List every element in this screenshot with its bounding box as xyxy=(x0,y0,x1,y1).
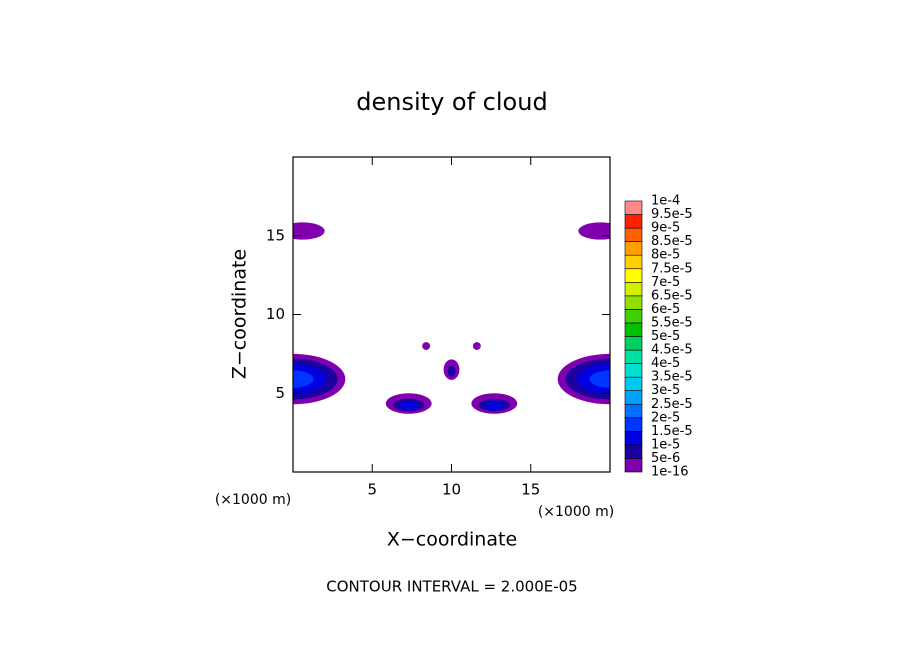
colorbar-label: 1e-16 xyxy=(651,465,689,480)
colorbar-label: 5e-5 xyxy=(651,329,680,344)
colorbar-label: 3.5e-5 xyxy=(651,370,693,385)
contour-fill xyxy=(293,222,610,414)
colorbar-swatch xyxy=(624,376,643,391)
y-tick-label: 15 xyxy=(266,226,285,244)
annotation: CONTOUR INTERVAL = 2.000E-05 xyxy=(326,578,577,596)
colorbar-label: 9.5e-5 xyxy=(651,207,693,222)
x-axis-label: X−coordinate xyxy=(387,529,517,551)
colorbar-label: 1e-5 xyxy=(651,437,680,452)
colorbar-swatch xyxy=(624,200,643,215)
colorbar-swatch xyxy=(624,254,643,270)
colorbar-swatch xyxy=(624,295,643,310)
x-unit-label: (×1000 m) xyxy=(215,492,291,508)
x-tick-label: 10 xyxy=(442,481,461,499)
colorbar-label: 1e-4 xyxy=(651,194,680,209)
x-unit-label: (×1000 m) xyxy=(538,504,614,520)
colorbar-label: 9e-5 xyxy=(651,221,680,236)
colorbar-swatch xyxy=(624,322,643,337)
contour-region xyxy=(578,222,610,240)
colorbar-swatch xyxy=(624,444,643,459)
colorbar-swatch xyxy=(624,241,643,256)
contour-region xyxy=(447,365,456,377)
contour-region xyxy=(589,370,610,388)
colorbar-swatch xyxy=(624,214,643,229)
colorbar-label: 5.5e-5 xyxy=(651,315,693,330)
colorbar-label: 6.5e-5 xyxy=(651,288,693,303)
colorbar-label: 7e-5 xyxy=(651,275,680,290)
colorbar-swatch xyxy=(624,336,643,351)
colorbar-swatch xyxy=(624,458,643,473)
colorbar-label: 8e-5 xyxy=(651,248,680,263)
colorbar-swatch xyxy=(624,281,643,297)
colorbar-label: 4e-5 xyxy=(651,356,680,371)
contour-region xyxy=(399,401,419,410)
contour-region xyxy=(484,401,504,410)
y-tick-label: 10 xyxy=(266,305,285,323)
x-tick-label: 15 xyxy=(521,481,540,499)
colorbar-swatch xyxy=(624,309,643,324)
colorbar-label: 2e-5 xyxy=(651,410,680,425)
contour-region xyxy=(293,222,325,240)
colorbar-label: 4.5e-5 xyxy=(651,343,693,358)
colorbar-swatch xyxy=(624,431,643,446)
colorbar-swatch xyxy=(624,268,643,283)
colorbar-label: 2.5e-5 xyxy=(651,397,693,412)
contour-region xyxy=(293,370,314,388)
plot-frame xyxy=(292,156,611,473)
chart-title: density of cloud xyxy=(356,88,547,116)
colorbar-label: 1.5e-5 xyxy=(651,424,693,439)
colorbar-swatch xyxy=(624,403,643,419)
colorbar-swatch xyxy=(624,390,643,405)
colorbar-label: 5e-6 xyxy=(651,451,680,466)
contour-region xyxy=(472,342,481,350)
y-axis-label: Z−coordinate xyxy=(229,249,251,379)
colorbar-swatch xyxy=(624,349,643,364)
colorbar-label: 8.5e-5 xyxy=(651,234,693,249)
colorbar-label: 7.5e-5 xyxy=(651,261,693,276)
colorbar-swatch xyxy=(624,227,643,242)
colorbar-label: 3e-5 xyxy=(651,383,680,398)
colorbar-swatch xyxy=(624,363,643,378)
contour-region xyxy=(422,342,431,350)
x-tick-label: 5 xyxy=(367,481,377,499)
colorbar-swatch xyxy=(624,417,643,432)
colorbar-label: 6e-5 xyxy=(651,302,680,317)
y-tick-label: 5 xyxy=(275,384,285,402)
